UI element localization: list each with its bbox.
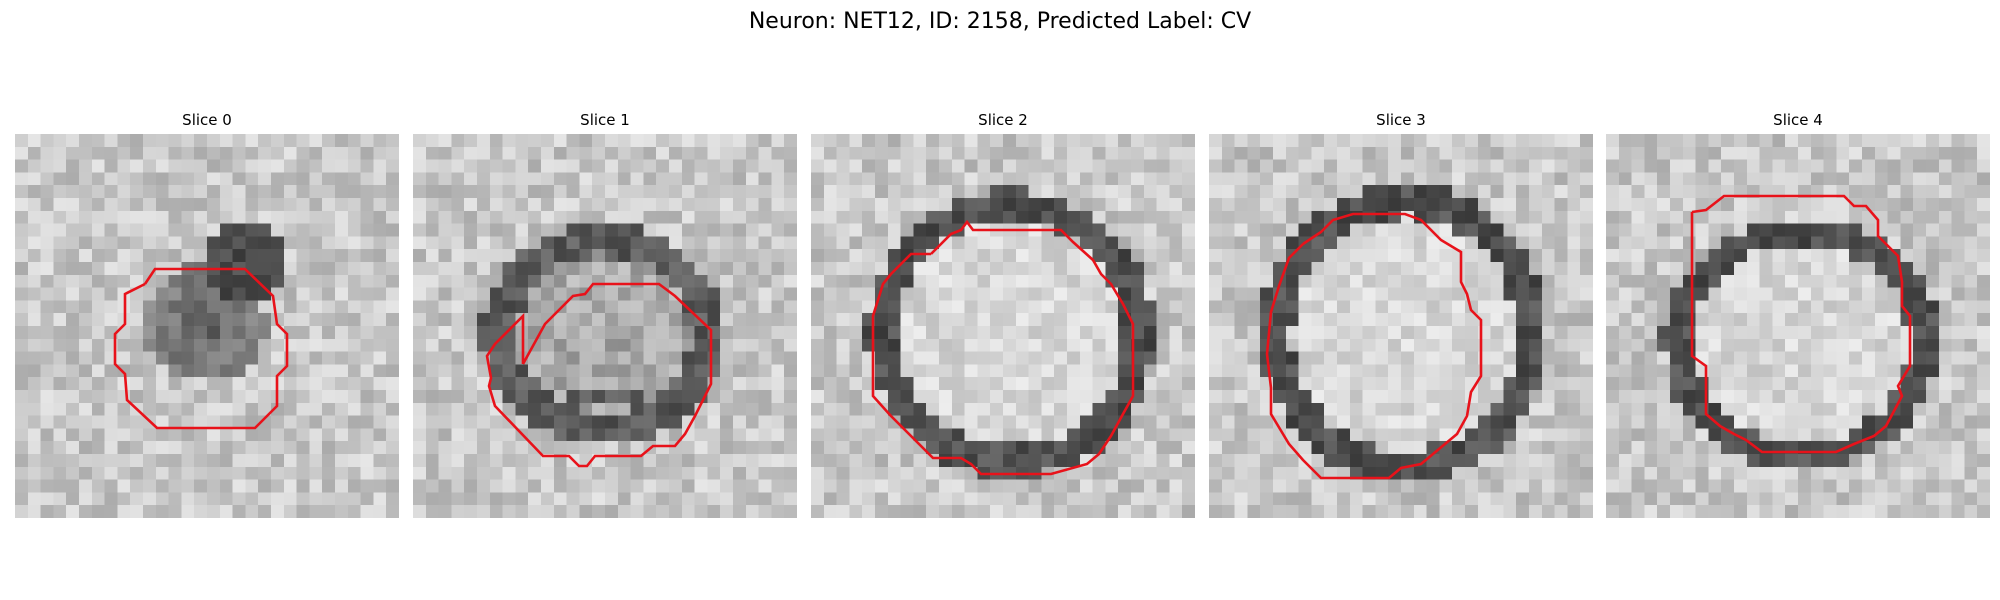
slice-panel: Slice 3 (1209, 110, 1593, 518)
slice-title: Slice 3 (1376, 111, 1426, 129)
slice-svg (811, 134, 1195, 518)
slice-svg (1209, 134, 1593, 518)
segmentation-contour (485, 282, 713, 468)
pixel-grid (811, 134, 1195, 518)
slice-svg (413, 134, 797, 518)
segmentation-contour (1265, 212, 1483, 480)
pixel-grid (413, 134, 797, 518)
slice-panel: Slice 0 (15, 110, 399, 518)
slice-svg (15, 134, 399, 518)
slice-image (811, 134, 1195, 518)
pixel-grid (15, 134, 399, 518)
segmentation-contour (113, 267, 289, 430)
slice-image (1606, 134, 1990, 518)
segmentation-contour (1690, 194, 1912, 454)
slice-panel: Slice 1 (413, 110, 797, 518)
slice-title: Slice 2 (978, 111, 1028, 129)
slice-svg (1606, 134, 1990, 518)
slice-title: Slice 1 (580, 111, 630, 129)
slice-title: Slice 0 (182, 111, 232, 129)
slice-title: Slice 4 (1773, 111, 1823, 129)
figure-title: Neuron: NET12, ID: 2158, Predicted Label… (748, 9, 1252, 34)
slice-panel: Slice 2 (811, 110, 1195, 518)
slice-image (15, 134, 399, 518)
segmentation-contour (871, 219, 1135, 476)
slice-panel: Slice 4 (1606, 110, 1990, 518)
pixel-grid (1209, 134, 1593, 518)
slice-image (413, 134, 797, 518)
pixel-grid (1606, 134, 1990, 518)
slice-image (1209, 134, 1593, 518)
